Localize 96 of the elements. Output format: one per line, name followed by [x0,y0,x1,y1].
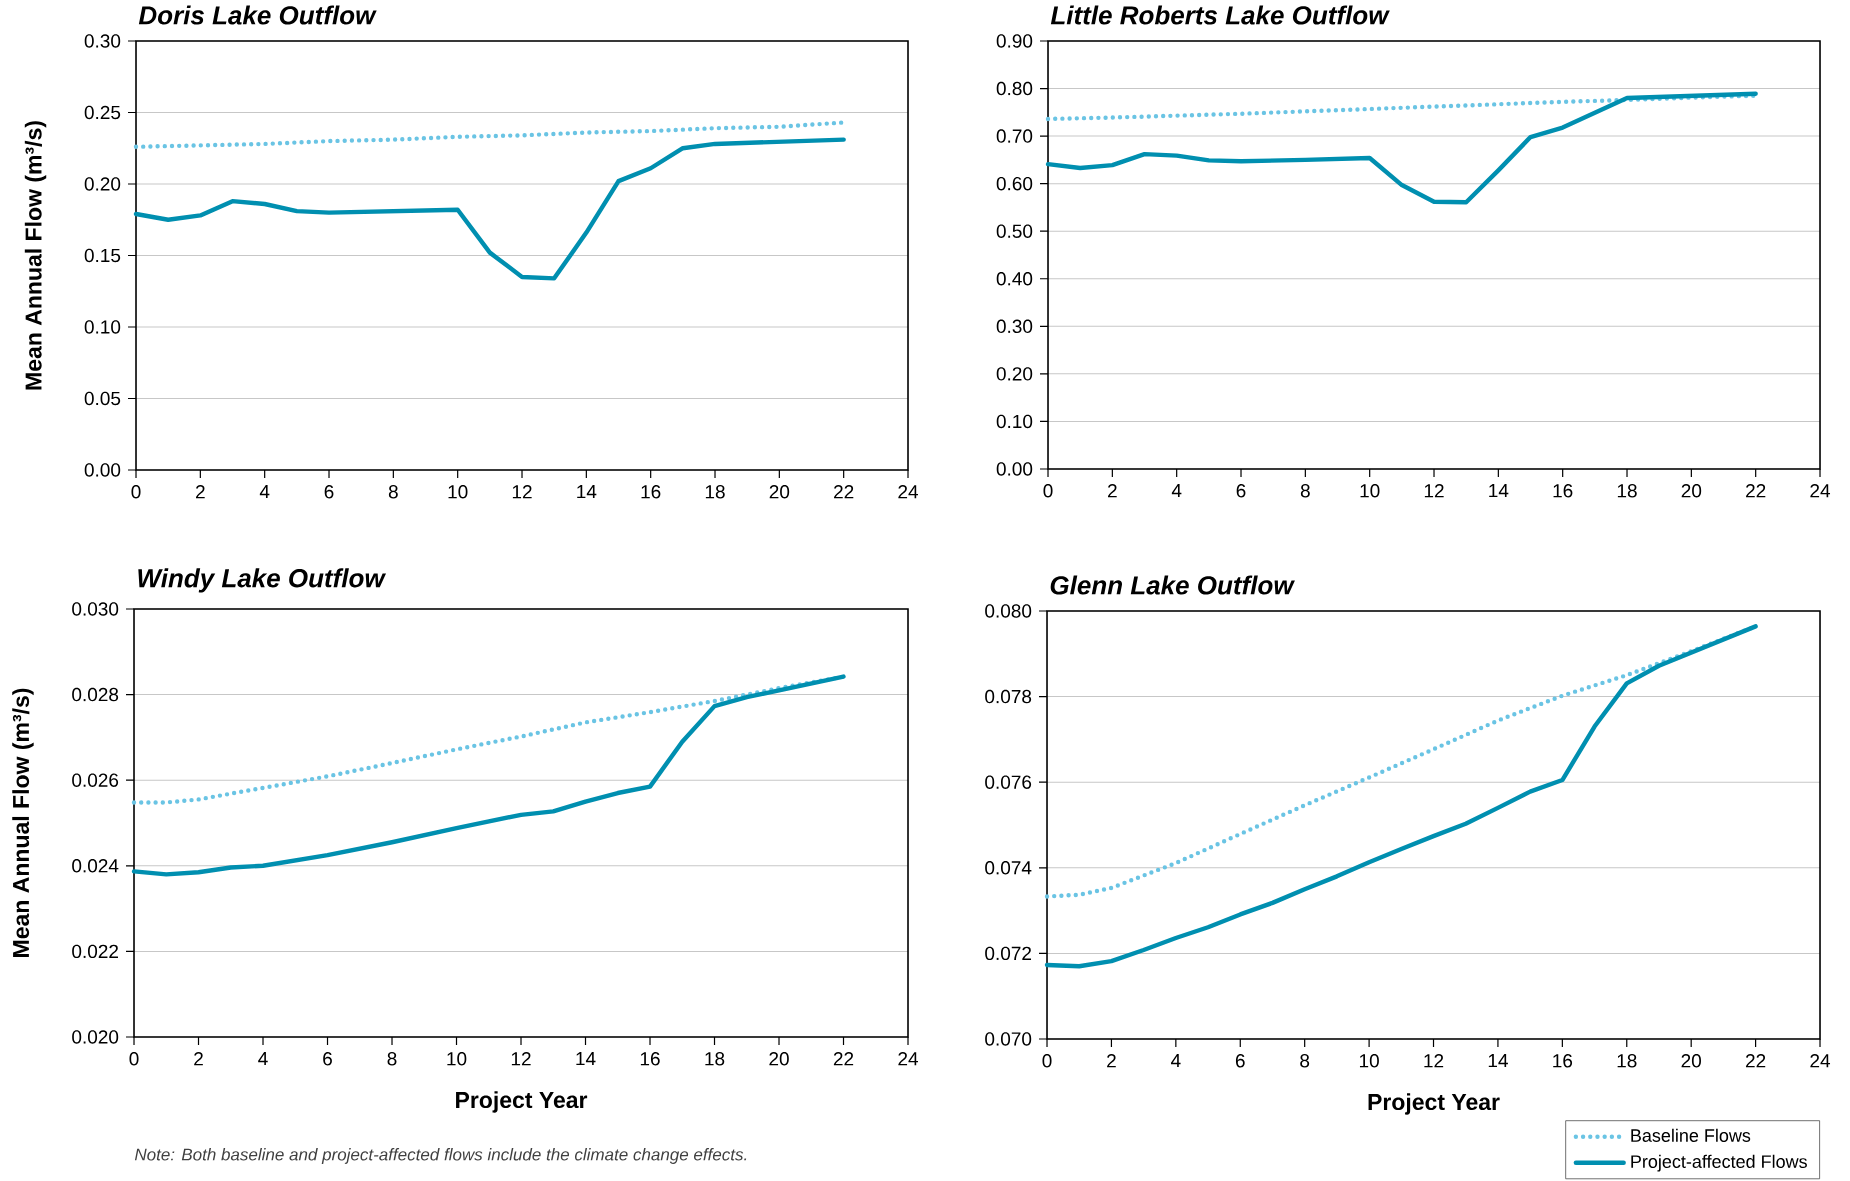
y-tick-label: 0.10 [84,320,121,334]
x-tick-label: 14 [1489,484,1509,498]
x-tick-label: 16 [641,485,661,499]
x-tick-label: 10 [1360,484,1380,498]
x-tick-label: 16 [640,1052,660,1066]
y-tick-label: 0.074 [985,861,1032,875]
chart-title: Windy Lake Outflow [138,568,387,593]
line-series [131,674,846,877]
line-series [133,120,846,149]
x-tick-label: 20 [1681,484,1702,498]
x-tick-label: 22 [834,485,854,499]
y-axis-title: Mean Annual Flow (m³/s) [12,688,34,957]
y-tick-label: 0.40 [996,272,1033,286]
y-tick-label: 0.022 [72,944,118,959]
y-tick-label: 0.026 [72,773,119,787]
x-tick-label: 18 [705,485,725,499]
y-tick-label: 0.30 [996,319,1033,334]
x-tick-label: 24 [1810,1054,1831,1068]
y-tick-label: 0.25 [84,105,121,120]
y-tick-label: 0.028 [72,687,119,702]
y-tick-label: 0.20 [84,177,121,191]
x-tick-label: 2 [1108,484,1117,498]
x-tick-label: 6 [324,485,334,499]
x-tick-label: 0 [129,1052,139,1066]
y-tick-label: 0.00 [84,463,121,477]
y-tick-label: 0.00 [996,462,1033,476]
y-tick-label: 0.05 [84,391,121,406]
x-tick-label: 6 [1236,484,1246,498]
x-tick-label: 8 [388,485,398,499]
y-tick-label: 0.076 [985,775,1032,789]
x-axis-title: Project Year [1368,1093,1500,1115]
y-tick-label: 0.024 [72,859,119,873]
x-tick-label: 0 [1043,484,1053,498]
x-tick-label: 24 [1810,484,1831,498]
y-tick-label: 0.030 [72,602,119,616]
x-tick-label: 20 [1681,1054,1701,1068]
x-tick-label: 4 [1171,1054,1181,1068]
x-tick-label: 18 [705,1052,725,1066]
y-tick-label: 0.70 [996,129,1033,143]
x-tick-label: 18 [1617,1054,1637,1068]
chart-title: Little Roberts Lake Outflow [1050,5,1390,25]
y-tick-label: 0.60 [996,176,1033,191]
line-series [1044,624,1758,969]
x-tick-label: 0 [131,485,141,499]
y-tick-label: 0.020 [72,1030,119,1044]
y-tick-label: 0.20 [996,367,1033,381]
chart-title: Doris Lake Outflow [138,5,377,25]
x-tick-label: 16 [1553,484,1573,498]
x-tick-label: 10 [447,1052,467,1066]
x-tick-label: 24 [898,485,919,499]
x-axis-title: Project Year [456,1091,588,1113]
x-tick-label: 10 [1359,1054,1379,1068]
y-tick-label: 0.10 [996,414,1033,429]
y-tick-label: 0.078 [985,689,1032,704]
x-tick-label: 14 [1488,1054,1508,1068]
line-series [133,137,846,281]
y-tick-label: 0.50 [996,224,1033,238]
x-tick-label: 6 [323,1052,332,1066]
text: Note: Both baseline and project-affected flows include the climate change effects. [134,1148,747,1164]
y-axis-title: Mean Annual Flow (m³/s) [24,121,47,390]
x-tick-label: 12 [1424,484,1444,498]
legend-label: Project-affected Flows [1631,1154,1807,1172]
x-tick-label: 10 [448,485,468,499]
y-tick-label: 0.80 [996,81,1033,96]
x-tick-label: 4 [259,485,270,499]
x-tick-label: 2 [194,1052,203,1066]
x-tick-label: 24 [898,1052,919,1066]
x-tick-label: 22 [1746,484,1766,498]
x-tick-label: 0 [1042,1054,1052,1068]
x-tick-label: 12 [511,1052,531,1066]
x-tick-label: 12 [1424,1054,1444,1068]
x-tick-label: 4 [258,1052,268,1066]
y-tick-label: 0.070 [985,1032,1032,1046]
x-tick-label: 6 [1235,1054,1245,1068]
x-tick-label: 4 [1171,484,1182,498]
x-tick-label: 8 [387,1052,397,1066]
legend-label: Baseline Flows [1631,1128,1751,1142]
x-tick-label: 14 [576,1052,596,1066]
x-tick-label: 20 [769,485,790,499]
x-tick-label: 22 [833,1052,854,1066]
x-tick-label: 18 [1617,484,1637,498]
y-tick-label: 0.15 [84,248,121,263]
x-tick-label: 12 [512,485,532,499]
y-tick-label: 0.30 [84,34,121,48]
y-tick-label: 0.90 [996,34,1033,48]
x-tick-label: 20 [769,1052,789,1066]
x-tick-label: 8 [1300,1054,1310,1068]
chart-title: Glenn Lake Outflow [1050,575,1295,595]
x-tick-label: 22 [1745,1054,1766,1068]
x-tick-label: 2 [196,485,205,499]
x-tick-label: 2 [1107,1054,1116,1068]
x-tick-label: 14 [577,485,597,499]
y-tick-label: 0.072 [985,946,1032,961]
x-tick-label: 16 [1553,1054,1573,1068]
x-tick-label: 8 [1300,484,1310,498]
y-tick-label: 0.080 [985,604,1032,618]
